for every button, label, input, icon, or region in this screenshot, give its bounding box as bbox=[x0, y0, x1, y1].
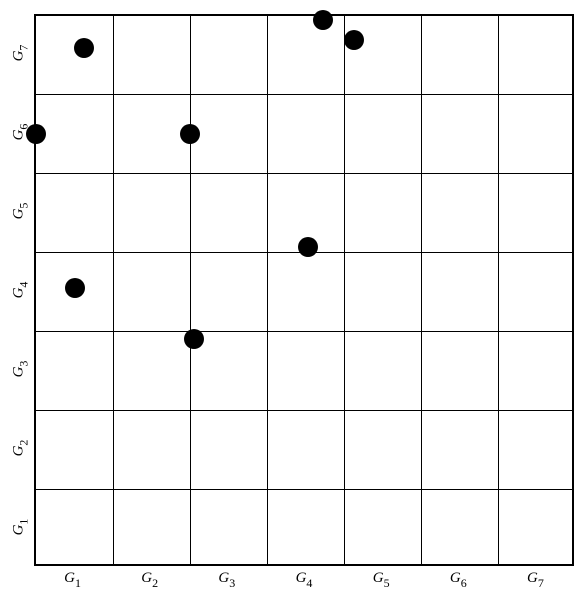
y-axis-label: G6 bbox=[10, 124, 30, 141]
x-axis-label: G2 bbox=[141, 570, 158, 590]
gridline-vertical bbox=[190, 16, 191, 564]
x-axis-label: G5 bbox=[373, 570, 390, 590]
x-axis-label: G6 bbox=[450, 570, 467, 590]
scatter-point bbox=[298, 237, 318, 257]
x-axis-label: G1 bbox=[64, 570, 81, 590]
y-axis-label: G7 bbox=[10, 45, 30, 62]
y-axis-label: G3 bbox=[10, 360, 30, 377]
scatter-point bbox=[65, 278, 85, 298]
scatter-point bbox=[344, 30, 364, 50]
scatter-grid-plot bbox=[34, 14, 574, 566]
gridline-vertical bbox=[113, 16, 114, 564]
gridline-vertical bbox=[344, 16, 345, 564]
gridline-vertical bbox=[498, 16, 499, 564]
y-axis-label: G1 bbox=[10, 518, 30, 535]
x-axis-label: G4 bbox=[296, 570, 313, 590]
scatter-point bbox=[184, 329, 204, 349]
gridline-horizontal bbox=[36, 410, 572, 411]
scatter-point bbox=[313, 10, 333, 30]
scatter-point bbox=[74, 38, 94, 58]
gridline-horizontal bbox=[36, 331, 572, 332]
y-axis-label: G4 bbox=[10, 282, 30, 299]
gridline-horizontal bbox=[36, 173, 572, 174]
x-axis-label: G7 bbox=[527, 570, 544, 590]
gridline-vertical bbox=[267, 16, 268, 564]
gridline-horizontal bbox=[36, 489, 572, 490]
gridline-horizontal bbox=[36, 94, 572, 95]
y-axis-label: G2 bbox=[10, 439, 30, 456]
gridline-vertical bbox=[421, 16, 422, 564]
x-axis-label: G3 bbox=[218, 570, 235, 590]
scatter-point bbox=[180, 124, 200, 144]
y-axis-label: G5 bbox=[10, 203, 30, 220]
